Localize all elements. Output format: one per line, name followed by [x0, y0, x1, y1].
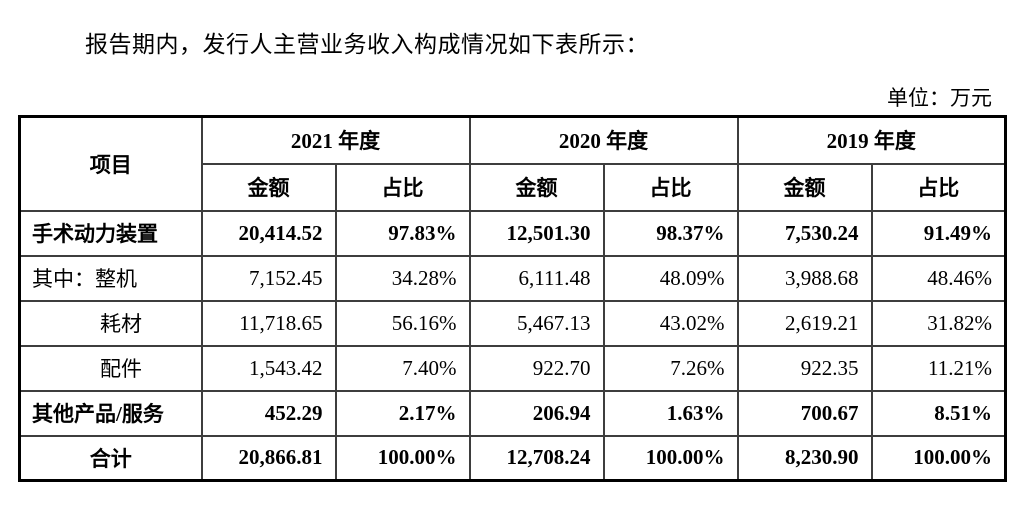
cell-amount-2020: 922.70	[468, 344, 605, 392]
col-header-year-2020: 2020 年度	[468, 115, 739, 165]
cell-amount-2021: 1,543.42	[200, 344, 337, 392]
col-header-item: 项目	[18, 115, 203, 212]
col-header-amount-2020: 金额	[468, 162, 605, 212]
table-row-accessories: 配件 1,543.42 7.40% 922.70 7.26% 922.35 11…	[18, 344, 1007, 392]
cell-ratio-2019: 48.46%	[870, 254, 1007, 302]
cell-amount-2020: 12,501.30	[468, 209, 605, 257]
row-item-label: 手术动力装置	[18, 209, 203, 257]
cell-amount-2020: 6,111.48	[468, 254, 605, 302]
table-row-complete-machine: 其中：整机 7,152.45 34.28% 6,111.48 48.09% 3,…	[18, 254, 1007, 302]
header-row-subcolumns: 金额 占比 金额 占比 金额 占比	[20, 162, 1007, 212]
cell-amount-2019: 8,230.90	[736, 434, 873, 482]
cell-ratio-2020: 98.37%	[602, 209, 739, 257]
col-header-ratio-2021: 占比	[334, 162, 471, 212]
cell-ratio-2020: 7.26%	[602, 344, 739, 392]
col-header-year-2019: 2019 年度	[736, 115, 1007, 165]
table-row-total: 合计 20,866.81 100.00% 12,708.24 100.00% 8…	[18, 434, 1007, 482]
cell-amount-2019: 2,619.21	[736, 299, 873, 347]
header-row-years: 项目 2021 年度 2020 年度 2019 年度	[18, 115, 1007, 212]
row-item-label: 其中：整机	[18, 254, 203, 302]
cell-amount-2021: 20,414.52	[200, 209, 337, 257]
row-item-label: 耗材	[18, 299, 203, 347]
table-row-other-products-services: 其他产品/服务 452.29 2.17% 206.94 1.63% 700.67…	[18, 389, 1007, 437]
col-header-amount-2021: 金额	[200, 162, 337, 212]
cell-ratio-2021: 34.28%	[334, 254, 471, 302]
cell-ratio-2021: 7.40%	[334, 344, 471, 392]
cell-amount-2021: 452.29	[200, 389, 337, 437]
revenue-composition-table: 项目 2021 年度 2020 年度 2019 年度 金额 占比 金额 占比 金…	[18, 115, 1007, 482]
cell-ratio-2020: 48.09%	[602, 254, 739, 302]
cell-ratio-2019: 91.49%	[870, 209, 1007, 257]
col-header-ratio-2020: 占比	[602, 162, 739, 212]
col-header-amount-2019: 金额	[736, 162, 873, 212]
cell-amount-2021: 7,152.45	[200, 254, 337, 302]
col-header-year-2021: 2021 年度	[200, 115, 471, 165]
cell-ratio-2020: 100.00%	[602, 434, 739, 482]
cell-amount-2019: 922.35	[736, 344, 873, 392]
cell-ratio-2021: 100.00%	[334, 434, 471, 482]
cell-ratio-2021: 97.83%	[334, 209, 471, 257]
cell-amount-2021: 11,718.65	[200, 299, 337, 347]
row-item-label: 其他产品/服务	[18, 389, 203, 437]
cell-amount-2021: 20,866.81	[200, 434, 337, 482]
table-row-consumables: 耗材 11,718.65 56.16% 5,467.13 43.02% 2,61…	[18, 299, 1007, 347]
cell-ratio-2019: 100.00%	[870, 434, 1007, 482]
table-row-surgical-power-device: 手术动力装置 20,414.52 97.83% 12,501.30 98.37%…	[18, 209, 1007, 257]
cell-amount-2019: 700.67	[736, 389, 873, 437]
cell-amount-2020: 5,467.13	[468, 299, 605, 347]
cell-ratio-2020: 1.63%	[602, 389, 739, 437]
cell-amount-2019: 7,530.24	[736, 209, 873, 257]
cell-amount-2020: 12,708.24	[468, 434, 605, 482]
row-item-label: 合计	[18, 434, 203, 482]
cell-ratio-2019: 8.51%	[870, 389, 1007, 437]
unit-label: 单位：万元	[887, 86, 992, 110]
cell-ratio-2021: 56.16%	[334, 299, 471, 347]
cell-ratio-2019: 31.82%	[870, 299, 1007, 347]
cell-ratio-2021: 2.17%	[334, 389, 471, 437]
row-item-label: 配件	[18, 344, 203, 392]
cell-amount-2020: 206.94	[468, 389, 605, 437]
cell-ratio-2019: 11.21%	[870, 344, 1007, 392]
cell-ratio-2020: 43.02%	[602, 299, 739, 347]
cell-amount-2019: 3,988.68	[736, 254, 873, 302]
intro-paragraph: 报告期内，发行人主营业务收入构成情况如下表所示：	[85, 32, 649, 57]
col-header-ratio-2019: 占比	[870, 162, 1007, 212]
